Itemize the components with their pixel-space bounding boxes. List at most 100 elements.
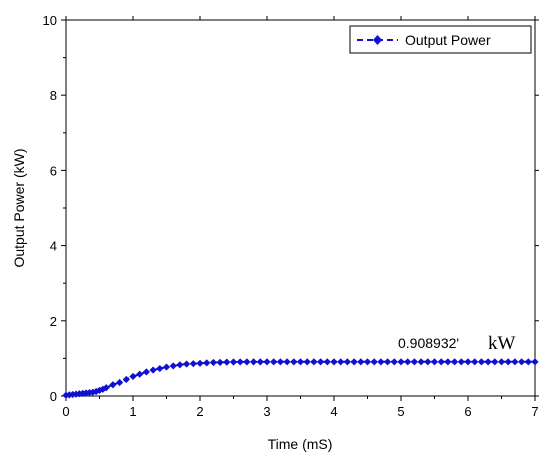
data-point-marker (390, 358, 398, 366)
data-point-marker (424, 358, 432, 366)
legend-label: Output Power (405, 32, 491, 48)
data-point-marker (276, 358, 284, 366)
legend: Output Power (349, 25, 532, 54)
data-point-marker (223, 358, 231, 366)
plot-frame (65, 19, 536, 397)
series-layer (62, 358, 539, 399)
data-point-marker (330, 358, 338, 366)
data-point-marker (183, 360, 191, 368)
y-tick-label: 8 (50, 88, 57, 103)
data-point-marker (142, 368, 150, 376)
data-point-marker (283, 358, 291, 366)
x-tick-label: 3 (263, 404, 270, 419)
data-point-marker (62, 391, 70, 399)
data-point-marker (317, 358, 325, 366)
axes: 0 1 2 3 4 5 6 7 0 2 4 6 8 10 (43, 13, 539, 419)
data-point-marker (303, 358, 311, 366)
y-axis-title: Output Power (kW) (11, 148, 27, 267)
data-point-marker (176, 361, 184, 369)
data-point-marker (229, 358, 238, 366)
data-point-marker (504, 358, 512, 366)
data-point-marker (477, 358, 485, 366)
y-tick-label: 4 (50, 239, 57, 254)
data-point-marker (491, 358, 499, 366)
y-tick-label: 0 (50, 389, 57, 404)
data-point-marker (189, 360, 197, 368)
series-line-output-power (65, 360, 535, 397)
data-point-marker (216, 358, 224, 366)
data-point-marker (464, 358, 472, 366)
data-point-marker (156, 364, 164, 373)
data-point-marker (129, 372, 137, 381)
data-point-marker (95, 386, 104, 394)
y-tick-label: 6 (50, 163, 57, 178)
data-point-marker (444, 358, 452, 366)
data-point-marker (357, 358, 365, 366)
data-point-marker (370, 358, 378, 366)
data-point-marker (270, 358, 278, 366)
data-point-marker (310, 358, 318, 366)
data-point-marker (343, 358, 351, 366)
x-tick-label: 0 (62, 404, 69, 419)
data-point-marker (410, 358, 418, 366)
data-point-marker (484, 358, 492, 366)
data-point-marker (451, 358, 459, 366)
data-point-marker (92, 387, 100, 396)
data-point-marker (85, 389, 94, 397)
data-point-marker (116, 378, 124, 387)
data-point-marker (122, 375, 130, 384)
x-axis-title: Time (mS) (268, 436, 333, 452)
data-point-marker (404, 358, 412, 366)
annotation-unit: kW (488, 333, 516, 354)
data-point-marker (337, 358, 345, 366)
data-point-marker (524, 358, 532, 366)
data-point-marker (79, 389, 87, 397)
x-tick-label: 1 (129, 404, 136, 419)
data-point-marker (243, 358, 251, 366)
y-tick-label: 10 (43, 13, 57, 28)
data-point-marker (290, 358, 298, 366)
legend-marker-diamond (373, 35, 382, 45)
data-point-marker (209, 358, 217, 367)
data-point-marker (236, 358, 244, 366)
data-point-marker (384, 358, 392, 366)
data-point-marker (471, 358, 479, 366)
data-point-marker (296, 358, 305, 366)
data-point-marker (497, 358, 506, 366)
data-point-marker (169, 362, 177, 370)
annotation-value: 0.908932' (398, 335, 459, 351)
data-point-marker (511, 358, 519, 366)
data-point-marker (162, 363, 171, 371)
data-point-marker (65, 391, 73, 399)
data-point-marker (250, 358, 258, 366)
data-point-marker (263, 358, 271, 366)
x-tick-label: 7 (531, 404, 538, 419)
data-point-marker (430, 358, 439, 366)
data-point-marker (457, 358, 465, 366)
data-point-marker (518, 358, 526, 366)
x-tick-label: 2 (196, 404, 203, 419)
y-tick-label: 2 (50, 314, 57, 329)
data-point-marker (363, 358, 372, 366)
data-point-marker (437, 358, 445, 366)
data-point-marker (203, 359, 211, 367)
data-point-marker (109, 381, 117, 389)
data-point-marker (350, 358, 358, 366)
data-point-marker (136, 370, 144, 378)
data-point-marker (531, 358, 539, 366)
data-point-marker (69, 390, 77, 399)
data-point-marker (149, 366, 157, 374)
x-tick-label: 5 (397, 404, 404, 419)
x-tick-label: 4 (330, 404, 337, 419)
data-point-marker (323, 358, 331, 366)
plateau-annotation: 0.908932' kW (398, 333, 516, 354)
data-point-marker (256, 358, 264, 366)
data-point-marker (417, 358, 425, 366)
data-point-marker (397, 358, 405, 366)
data-point-marker (377, 358, 385, 366)
x-tick-label: 6 (464, 404, 471, 419)
data-point-marker (196, 359, 204, 367)
data-point-marker (102, 384, 110, 392)
